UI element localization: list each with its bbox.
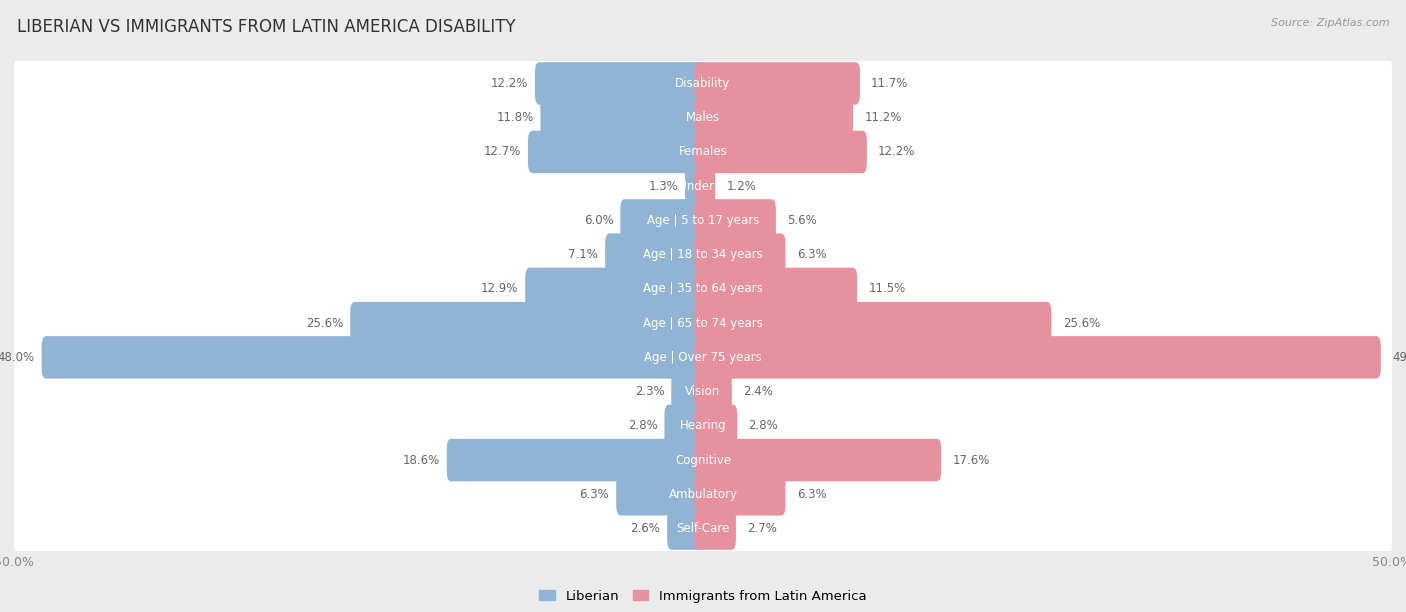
FancyBboxPatch shape [695, 233, 786, 276]
Text: 1.3%: 1.3% [648, 180, 678, 193]
Text: 11.5%: 11.5% [869, 282, 905, 296]
Text: 25.6%: 25.6% [1063, 316, 1099, 330]
Text: 6.3%: 6.3% [579, 488, 609, 501]
Text: 2.8%: 2.8% [628, 419, 658, 432]
Text: 2.4%: 2.4% [742, 385, 773, 398]
FancyBboxPatch shape [14, 432, 1392, 488]
FancyBboxPatch shape [14, 226, 1392, 283]
Text: Age | 18 to 34 years: Age | 18 to 34 years [643, 248, 763, 261]
FancyBboxPatch shape [14, 55, 1392, 111]
Text: 6.3%: 6.3% [797, 248, 827, 261]
FancyBboxPatch shape [529, 131, 707, 173]
Text: Males: Males [686, 111, 720, 124]
FancyBboxPatch shape [620, 199, 707, 242]
FancyBboxPatch shape [14, 158, 1392, 214]
Text: Vision: Vision [685, 385, 721, 398]
FancyBboxPatch shape [695, 267, 858, 310]
FancyBboxPatch shape [616, 473, 707, 515]
Text: 2.6%: 2.6% [630, 522, 661, 535]
Text: 7.1%: 7.1% [568, 248, 599, 261]
Text: Hearing: Hearing [679, 419, 727, 432]
FancyBboxPatch shape [14, 192, 1392, 248]
Text: 2.3%: 2.3% [634, 385, 665, 398]
FancyBboxPatch shape [534, 62, 707, 105]
FancyBboxPatch shape [14, 398, 1392, 454]
FancyBboxPatch shape [695, 97, 853, 139]
FancyBboxPatch shape [695, 439, 941, 481]
FancyBboxPatch shape [665, 405, 707, 447]
FancyBboxPatch shape [695, 302, 1052, 345]
Text: 18.6%: 18.6% [402, 453, 440, 466]
Text: 12.7%: 12.7% [484, 146, 522, 159]
Text: Cognitive: Cognitive [675, 453, 731, 466]
FancyBboxPatch shape [685, 165, 707, 207]
Text: 2.7%: 2.7% [747, 522, 778, 535]
Text: 17.6%: 17.6% [952, 453, 990, 466]
Text: Source: ZipAtlas.com: Source: ZipAtlas.com [1271, 18, 1389, 28]
Text: 49.5%: 49.5% [1392, 351, 1406, 364]
Text: 48.0%: 48.0% [0, 351, 35, 364]
FancyBboxPatch shape [695, 473, 786, 515]
FancyBboxPatch shape [695, 165, 716, 207]
Text: 25.6%: 25.6% [307, 316, 343, 330]
FancyBboxPatch shape [14, 501, 1392, 557]
Text: Age | 5 to 17 years: Age | 5 to 17 years [647, 214, 759, 227]
FancyBboxPatch shape [695, 199, 776, 242]
FancyBboxPatch shape [14, 124, 1392, 180]
Text: 12.2%: 12.2% [491, 77, 529, 90]
FancyBboxPatch shape [695, 405, 737, 447]
Legend: Liberian, Immigrants from Latin America: Liberian, Immigrants from Latin America [534, 584, 872, 608]
Text: Age | Under 5 years: Age | Under 5 years [644, 180, 762, 193]
FancyBboxPatch shape [540, 97, 707, 139]
FancyBboxPatch shape [695, 131, 868, 173]
Text: Age | 65 to 74 years: Age | 65 to 74 years [643, 316, 763, 330]
FancyBboxPatch shape [14, 89, 1392, 146]
Text: Age | Over 75 years: Age | Over 75 years [644, 351, 762, 364]
Text: 11.7%: 11.7% [872, 77, 908, 90]
Text: 11.2%: 11.2% [865, 111, 901, 124]
Text: Self-Care: Self-Care [676, 522, 730, 535]
Text: 2.8%: 2.8% [748, 419, 778, 432]
FancyBboxPatch shape [605, 233, 707, 276]
Text: Age | 35 to 64 years: Age | 35 to 64 years [643, 282, 763, 296]
Text: 1.2%: 1.2% [727, 180, 756, 193]
FancyBboxPatch shape [671, 370, 707, 413]
FancyBboxPatch shape [695, 507, 735, 550]
Text: 6.0%: 6.0% [583, 214, 613, 227]
FancyBboxPatch shape [695, 336, 1381, 379]
Text: 12.9%: 12.9% [481, 282, 519, 296]
FancyBboxPatch shape [14, 364, 1392, 420]
FancyBboxPatch shape [14, 295, 1392, 351]
FancyBboxPatch shape [695, 370, 731, 413]
FancyBboxPatch shape [42, 336, 707, 379]
FancyBboxPatch shape [14, 466, 1392, 523]
Text: 12.2%: 12.2% [877, 146, 915, 159]
FancyBboxPatch shape [14, 329, 1392, 386]
Text: 11.8%: 11.8% [496, 111, 533, 124]
FancyBboxPatch shape [526, 267, 707, 310]
Text: LIBERIAN VS IMMIGRANTS FROM LATIN AMERICA DISABILITY: LIBERIAN VS IMMIGRANTS FROM LATIN AMERIC… [17, 18, 516, 36]
FancyBboxPatch shape [668, 507, 707, 550]
Text: Disability: Disability [675, 77, 731, 90]
Text: 6.3%: 6.3% [797, 488, 827, 501]
Text: Females: Females [679, 146, 727, 159]
FancyBboxPatch shape [695, 62, 860, 105]
FancyBboxPatch shape [14, 261, 1392, 317]
FancyBboxPatch shape [447, 439, 707, 481]
FancyBboxPatch shape [350, 302, 707, 345]
Text: Ambulatory: Ambulatory [668, 488, 738, 501]
Text: 5.6%: 5.6% [787, 214, 817, 227]
